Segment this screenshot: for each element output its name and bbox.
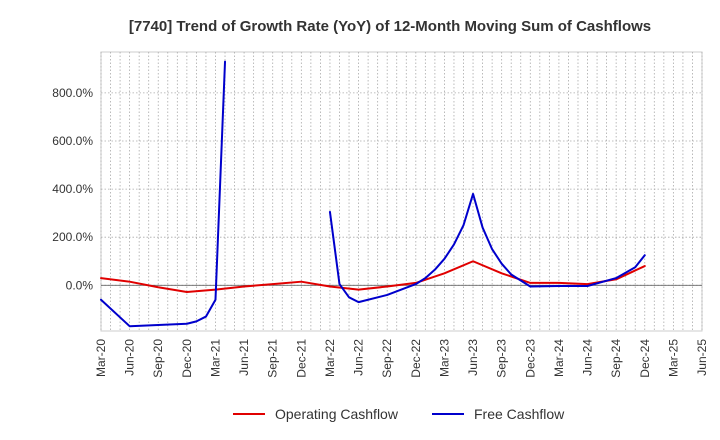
legend-item: Free Cashflow: [432, 406, 565, 422]
legend: Operating Cashflow Free Cashflow: [233, 406, 565, 422]
x-tick-label: Jun-25: [695, 339, 709, 376]
x-tick-label: Mar-25: [666, 339, 680, 377]
x-tick-label: Jun-22: [352, 339, 366, 376]
series-line: [100, 260, 646, 294]
x-tick-label: Dec-20: [180, 339, 194, 378]
x-tick-label: Mar-22: [323, 339, 337, 377]
x-tick-label: Mar-21: [208, 339, 222, 377]
x-tick-label: Mar-24: [552, 339, 566, 377]
x-tick-label: Jun-23: [466, 339, 480, 376]
x-tick-label: Jun-24: [581, 339, 595, 376]
y-tick-label: 200.0%: [52, 230, 93, 244]
x-tick-label: Jun-20: [123, 339, 137, 376]
y-tick-label: 400.0%: [52, 182, 93, 196]
y-tick-label: 0.0%: [66, 278, 94, 292]
chart-title: [7740] Trend of Growth Rate (YoY) of 12-…: [129, 18, 651, 35]
x-tick-label: Dec-21: [294, 339, 308, 378]
x-tick-label: Sep-22: [380, 339, 394, 378]
x-tick-label: Mar-23: [437, 339, 451, 377]
x-tick-label: Sep-23: [495, 339, 509, 378]
x-tick-label: Sep-20: [151, 339, 165, 378]
legend-label: Operating Cashflow: [275, 406, 399, 422]
y-tick-label: 600.0%: [52, 134, 93, 148]
series-line: [100, 60, 227, 328]
y-tick-label: 800.0%: [52, 86, 93, 100]
x-tick-label: Dec-23: [523, 339, 537, 378]
series-layer: [100, 60, 646, 328]
x-tick-label: Sep-21: [266, 339, 280, 378]
x-axis: Mar-20 Jun-20 Sep-20 Dec-20 Mar-21 Jun-21 Sep-…: [94, 339, 709, 378]
y-axis: 0.0% 200.0% 400.0% 600.0% 800.0%: [52, 86, 93, 292]
series-line: [328, 192, 646, 304]
x-tick-label: Mar-20: [94, 339, 108, 377]
x-tick-label: Dec-24: [638, 339, 652, 378]
legend-item: Operating Cashflow: [233, 406, 399, 422]
x-tick-label: Dec-22: [409, 339, 423, 378]
series-operating-cashflow: [100, 260, 646, 294]
x-tick-label: Sep-24: [609, 339, 623, 378]
x-tick-label: Jun-21: [237, 339, 251, 376]
legend-label: Free Cashflow: [474, 406, 565, 422]
series-free-cashflow: [100, 60, 646, 328]
